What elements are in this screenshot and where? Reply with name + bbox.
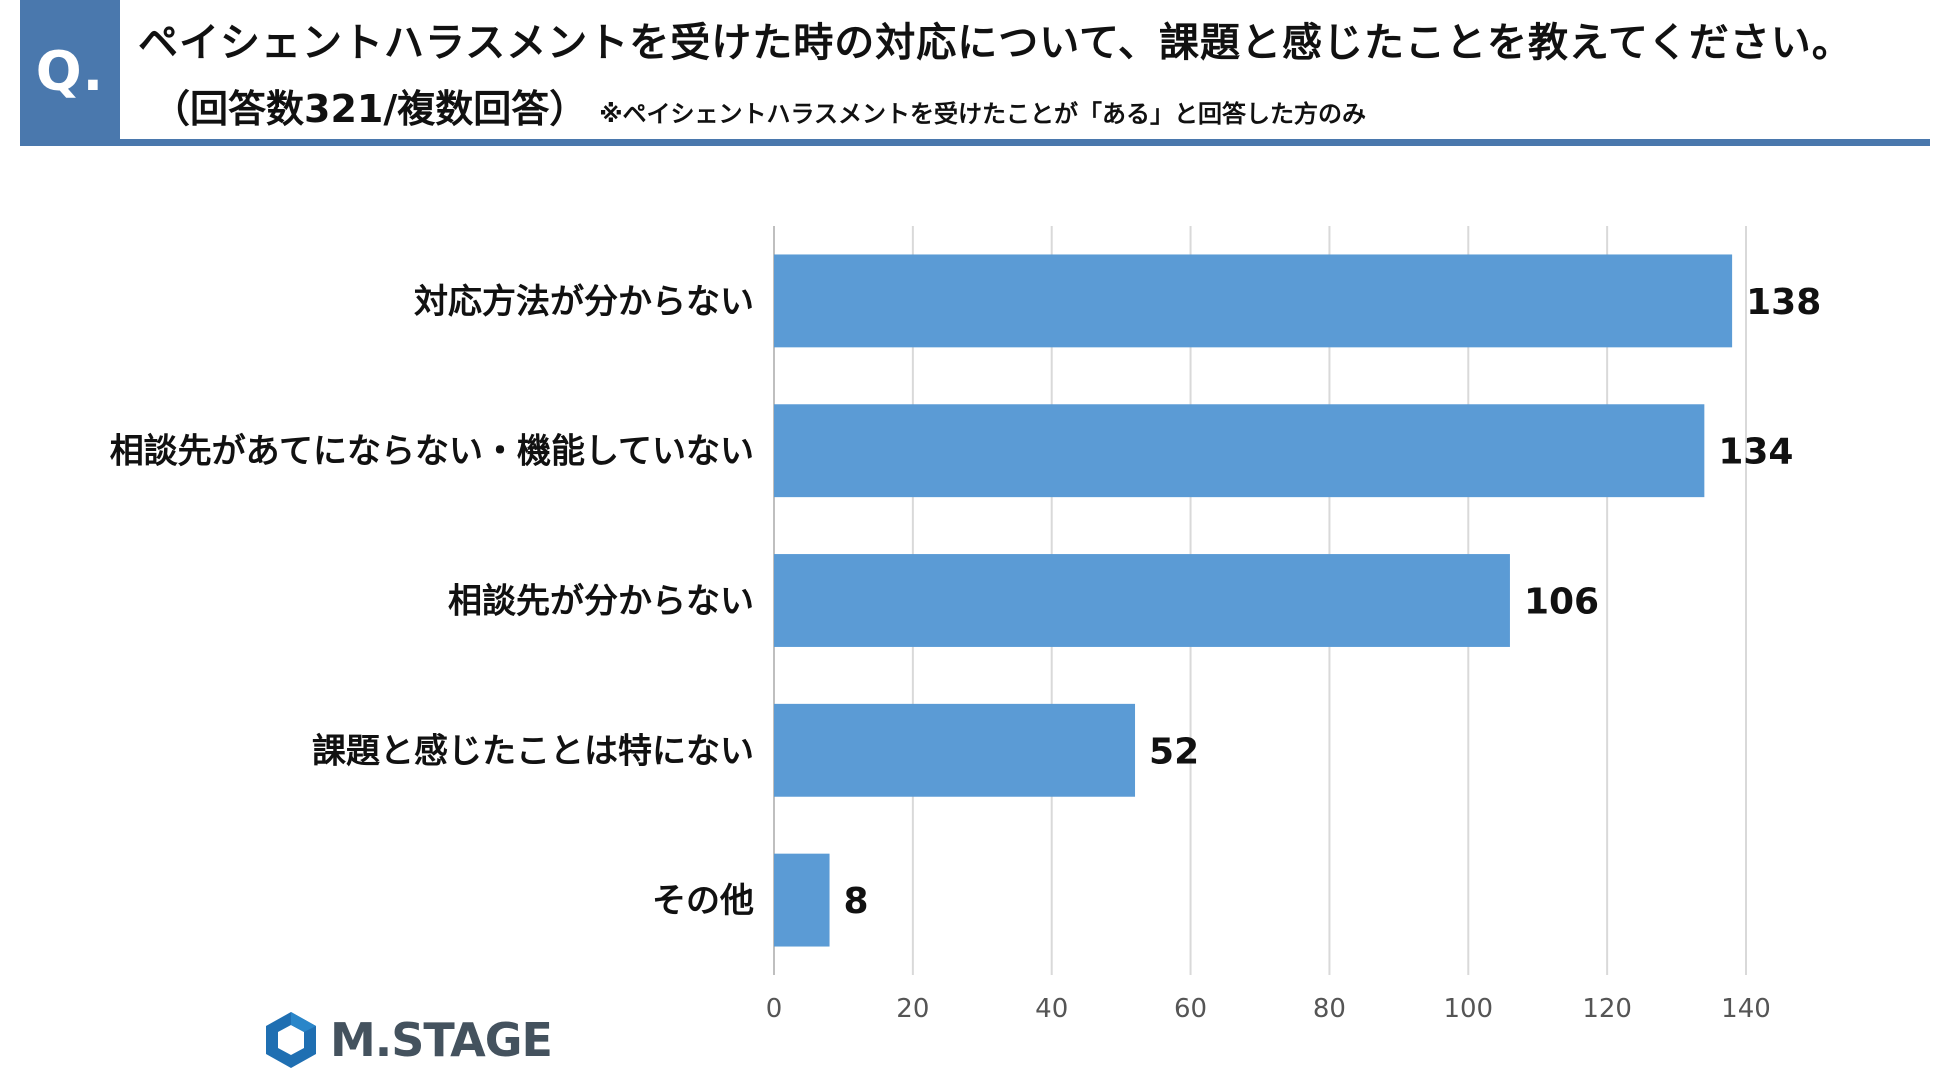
category-label: 対応方法が分からない xyxy=(414,282,754,322)
category-label: 課題と感じたことは特にない xyxy=(312,731,754,771)
bar xyxy=(774,853,830,947)
respondent-note: ※ペイシェントハラスメントを受けたことが「ある」と回答した方のみ xyxy=(599,100,1367,128)
x-tick-label: 120 xyxy=(1582,994,1632,1024)
value-label: 138 xyxy=(1746,282,1821,323)
bar xyxy=(774,703,1136,797)
category-labels: 対応方法が分からない相談先があてにならない・機能していない相談先が分からない課題… xyxy=(110,282,754,921)
x-tick-label: 140 xyxy=(1721,994,1771,1024)
question-header: Q. ペイシェントハラスメントを受けた時の対応について、課題と感じたことを教えて… xyxy=(20,0,1930,147)
category-label: その他 xyxy=(652,881,754,921)
x-tick-label: 100 xyxy=(1443,994,1493,1024)
x-tick-label: 80 xyxy=(1313,994,1346,1024)
gridlines xyxy=(773,226,1747,975)
header-rule xyxy=(20,139,1930,146)
bar xyxy=(774,554,1510,647)
value-labels: 138 134 106 52 8 xyxy=(844,282,1822,922)
bar xyxy=(774,404,1705,498)
hexagon-logo-icon xyxy=(266,1012,316,1068)
bar xyxy=(774,254,1733,348)
x-axis-tick-labels: 0 20 40 60 80 100 120 140 xyxy=(766,994,1771,1024)
value-label: 52 xyxy=(1149,731,1199,772)
value-label: 8 xyxy=(844,881,869,922)
category-label: 相談先が分からない xyxy=(448,582,754,622)
value-label: 106 xyxy=(1524,582,1599,623)
logo-wordmark: M.STAGE xyxy=(330,1013,553,1067)
value-label: 134 xyxy=(1718,432,1793,473)
x-tick-label: 0 xyxy=(766,994,783,1024)
bars xyxy=(774,254,1733,947)
x-tick-label: 40 xyxy=(1035,994,1068,1024)
category-label: 相談先があてにならない・機能していない xyxy=(110,432,754,472)
x-tick-label: 20 xyxy=(896,994,929,1024)
mstage-logo: M.STAGE xyxy=(262,1010,553,1070)
response-count: （回答数321/複数回答） xyxy=(152,87,588,131)
question-badge: Q. xyxy=(20,0,120,143)
question-title: ペイシェントハラスメントを受けた時の対応について、課題と感じたことを教えてくださ… xyxy=(138,20,1853,66)
question-subtitle: （回答数321/複数回答） ※ペイシェントハラスメントを受けたことが「ある」と回答… xyxy=(152,78,1366,133)
x-tick-label: 60 xyxy=(1174,994,1207,1024)
